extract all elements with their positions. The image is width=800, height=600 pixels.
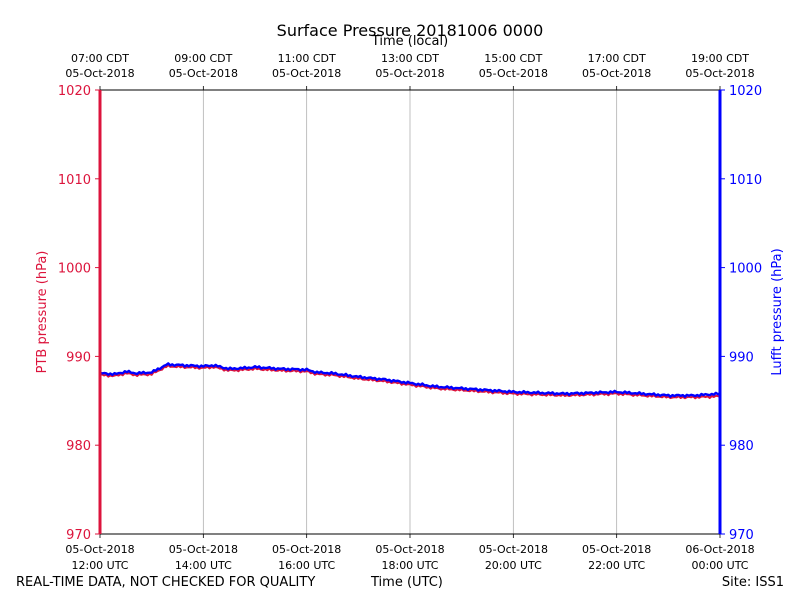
top-tick-label-date: 05-Oct-2018 (65, 67, 134, 80)
x-tick-label-time: 14:00 UTC (175, 559, 232, 572)
top-tick-label-date: 05-Oct-2018 (169, 67, 238, 80)
right-y-tick-label: 1010 (729, 173, 762, 188)
right-y-tick-label: 1020 (729, 84, 762, 99)
top-tick-label-time: 19:00 CDT (691, 52, 749, 65)
top-tick-label-time: 15:00 CDT (484, 52, 542, 65)
x-tick-label-date: 06-Oct-2018 (685, 543, 754, 556)
x-tick-label-time: 00:00 UTC (691, 559, 748, 572)
x-tick-label-time: 18:00 UTC (381, 559, 438, 572)
x-tick-label-date: 05-Oct-2018 (272, 543, 341, 556)
x-tick-label-date: 05-Oct-2018 (65, 543, 134, 556)
lufft-pressure-line (99, 362, 721, 398)
top-tick-label-time: 09:00 CDT (174, 52, 232, 65)
left-y-tick-label: 1000 (58, 262, 91, 277)
left-y-tick-label: 980 (66, 439, 91, 454)
top-tick-label-date: 05-Oct-2018 (272, 67, 341, 80)
top-tick-label-date: 05-Oct-2018 (375, 67, 444, 80)
x-tick-label-time: 12:00 UTC (71, 559, 128, 572)
ticks-layer: 05-Oct-2018 12:00 UTC 05-Oct-2018 14:00 UTC… (58, 52, 762, 572)
right-y-tick-label: 970 (729, 528, 754, 543)
left-y-tick-label: 970 (66, 528, 91, 543)
x-tick-label-date: 05-Oct-2018 (375, 543, 444, 556)
x-tick-label-date: 05-Oct-2018 (169, 543, 238, 556)
chart-title: Surface Pressure 20181006 0000 (276, 21, 544, 40)
series-layer (99, 362, 721, 400)
right-y-axis-label: Lufft pressure (hPa) (770, 248, 785, 375)
site-label: Site: ISS1 (721, 575, 784, 590)
left-y-tick-label: 1010 (58, 173, 91, 188)
top-tick-label-time: 11:00 CDT (278, 52, 336, 65)
x-tick-label-time: 16:00 UTC (278, 559, 335, 572)
top-tick-label-time: 07:00 CDT (71, 52, 129, 65)
x-tick-label-time: 20:00 UTC (485, 559, 542, 572)
right-y-tick-label: 990 (729, 350, 754, 365)
quality-disclaimer: REAL-TIME DATA, NOT CHECKED FOR QUALITY (16, 575, 316, 590)
x-axis-label: Time (UTC) (371, 575, 443, 590)
top-tick-label-date: 05-Oct-2018 (685, 67, 754, 80)
left-y-tick-label: 990 (66, 350, 91, 365)
right-y-tick-label: 1000 (729, 262, 762, 277)
x-tick-label-date: 05-Oct-2018 (479, 543, 548, 556)
top-tick-label-time: 13:00 CDT (381, 52, 439, 65)
top-tick-label-time: 17:00 CDT (588, 52, 646, 65)
top-tick-label-date: 05-Oct-2018 (582, 67, 651, 80)
top-axis-label: Time (local) (371, 34, 449, 49)
left-y-axis-label: PTB pressure (hPa) (35, 251, 50, 374)
top-tick-label-date: 05-Oct-2018 (479, 67, 548, 80)
left-y-tick-label: 1020 (58, 84, 91, 99)
x-tick-label-date: 05-Oct-2018 (582, 543, 651, 556)
grid-layer (202, 90, 618, 534)
x-tick-label-time: 22:00 UTC (588, 559, 645, 572)
right-y-tick-label: 980 (729, 439, 754, 454)
